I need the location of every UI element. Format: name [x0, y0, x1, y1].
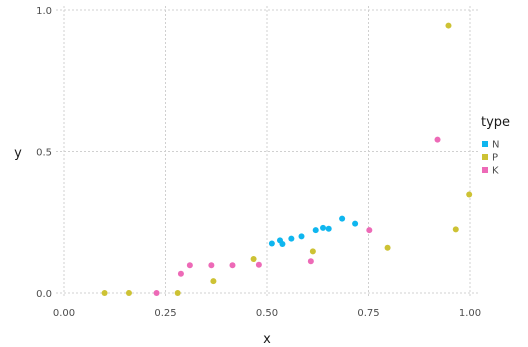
x-tick-label: 1.00 — [459, 308, 481, 319]
data-point-P — [445, 22, 452, 29]
data-point-K — [153, 290, 160, 296]
x-axis-title: x — [263, 332, 271, 347]
data-point-K — [366, 227, 373, 234]
data-point-N — [288, 235, 295, 242]
legend-swatch-N — [482, 141, 488, 147]
data-point-K — [208, 262, 215, 269]
data-point-K — [186, 262, 193, 269]
x-axis-ticks: 0.00 0.25 0.50 0.75 1.00 — [53, 308, 481, 319]
data-point-N — [325, 225, 332, 232]
legend-label-P: P — [492, 153, 498, 164]
data-point-P — [452, 226, 459, 233]
y-axis-ticks: 0.0 0.5 1.0 — [36, 6, 52, 300]
y-tick-label: 0.5 — [36, 148, 52, 159]
data-point-K — [307, 258, 314, 265]
data-point-P — [125, 290, 132, 296]
x-tick-label: 0.25 — [154, 308, 176, 319]
legend-swatch-K — [482, 167, 488, 173]
y-tick-label: 0.0 — [36, 289, 52, 300]
grid — [56, 6, 478, 297]
data-point-P — [174, 290, 181, 296]
legend-swatch-P — [482, 154, 488, 160]
data-points — [101, 22, 473, 296]
data-point-K — [177, 270, 184, 277]
y-axis-title: y — [14, 146, 22, 161]
data-point-N — [298, 233, 305, 240]
data-point-P — [466, 191, 473, 198]
x-tick-label: 0.75 — [357, 308, 379, 319]
legend-label-N: N — [492, 140, 499, 151]
y-tick-label: 1.0 — [36, 6, 52, 17]
data-point-N — [312, 227, 319, 234]
data-point-N — [279, 241, 286, 248]
legend-title: type — [481, 115, 510, 130]
data-point-P — [210, 278, 217, 285]
x-tick-label: 0.50 — [256, 308, 278, 319]
data-point-N — [320, 224, 327, 231]
data-point-P — [384, 244, 391, 251]
data-point-P — [309, 248, 316, 255]
data-point-N — [352, 220, 359, 227]
data-point-N — [339, 215, 346, 222]
data-point-K — [434, 136, 441, 143]
data-point-P — [101, 290, 108, 296]
legend-label-K: K — [492, 166, 499, 177]
data-point-K — [229, 262, 236, 269]
data-point-K — [255, 261, 262, 268]
legend: type NPK — [481, 115, 510, 177]
data-point-N — [268, 240, 275, 247]
data-point-P — [250, 256, 257, 263]
x-tick-label: 0.00 — [53, 308, 75, 319]
